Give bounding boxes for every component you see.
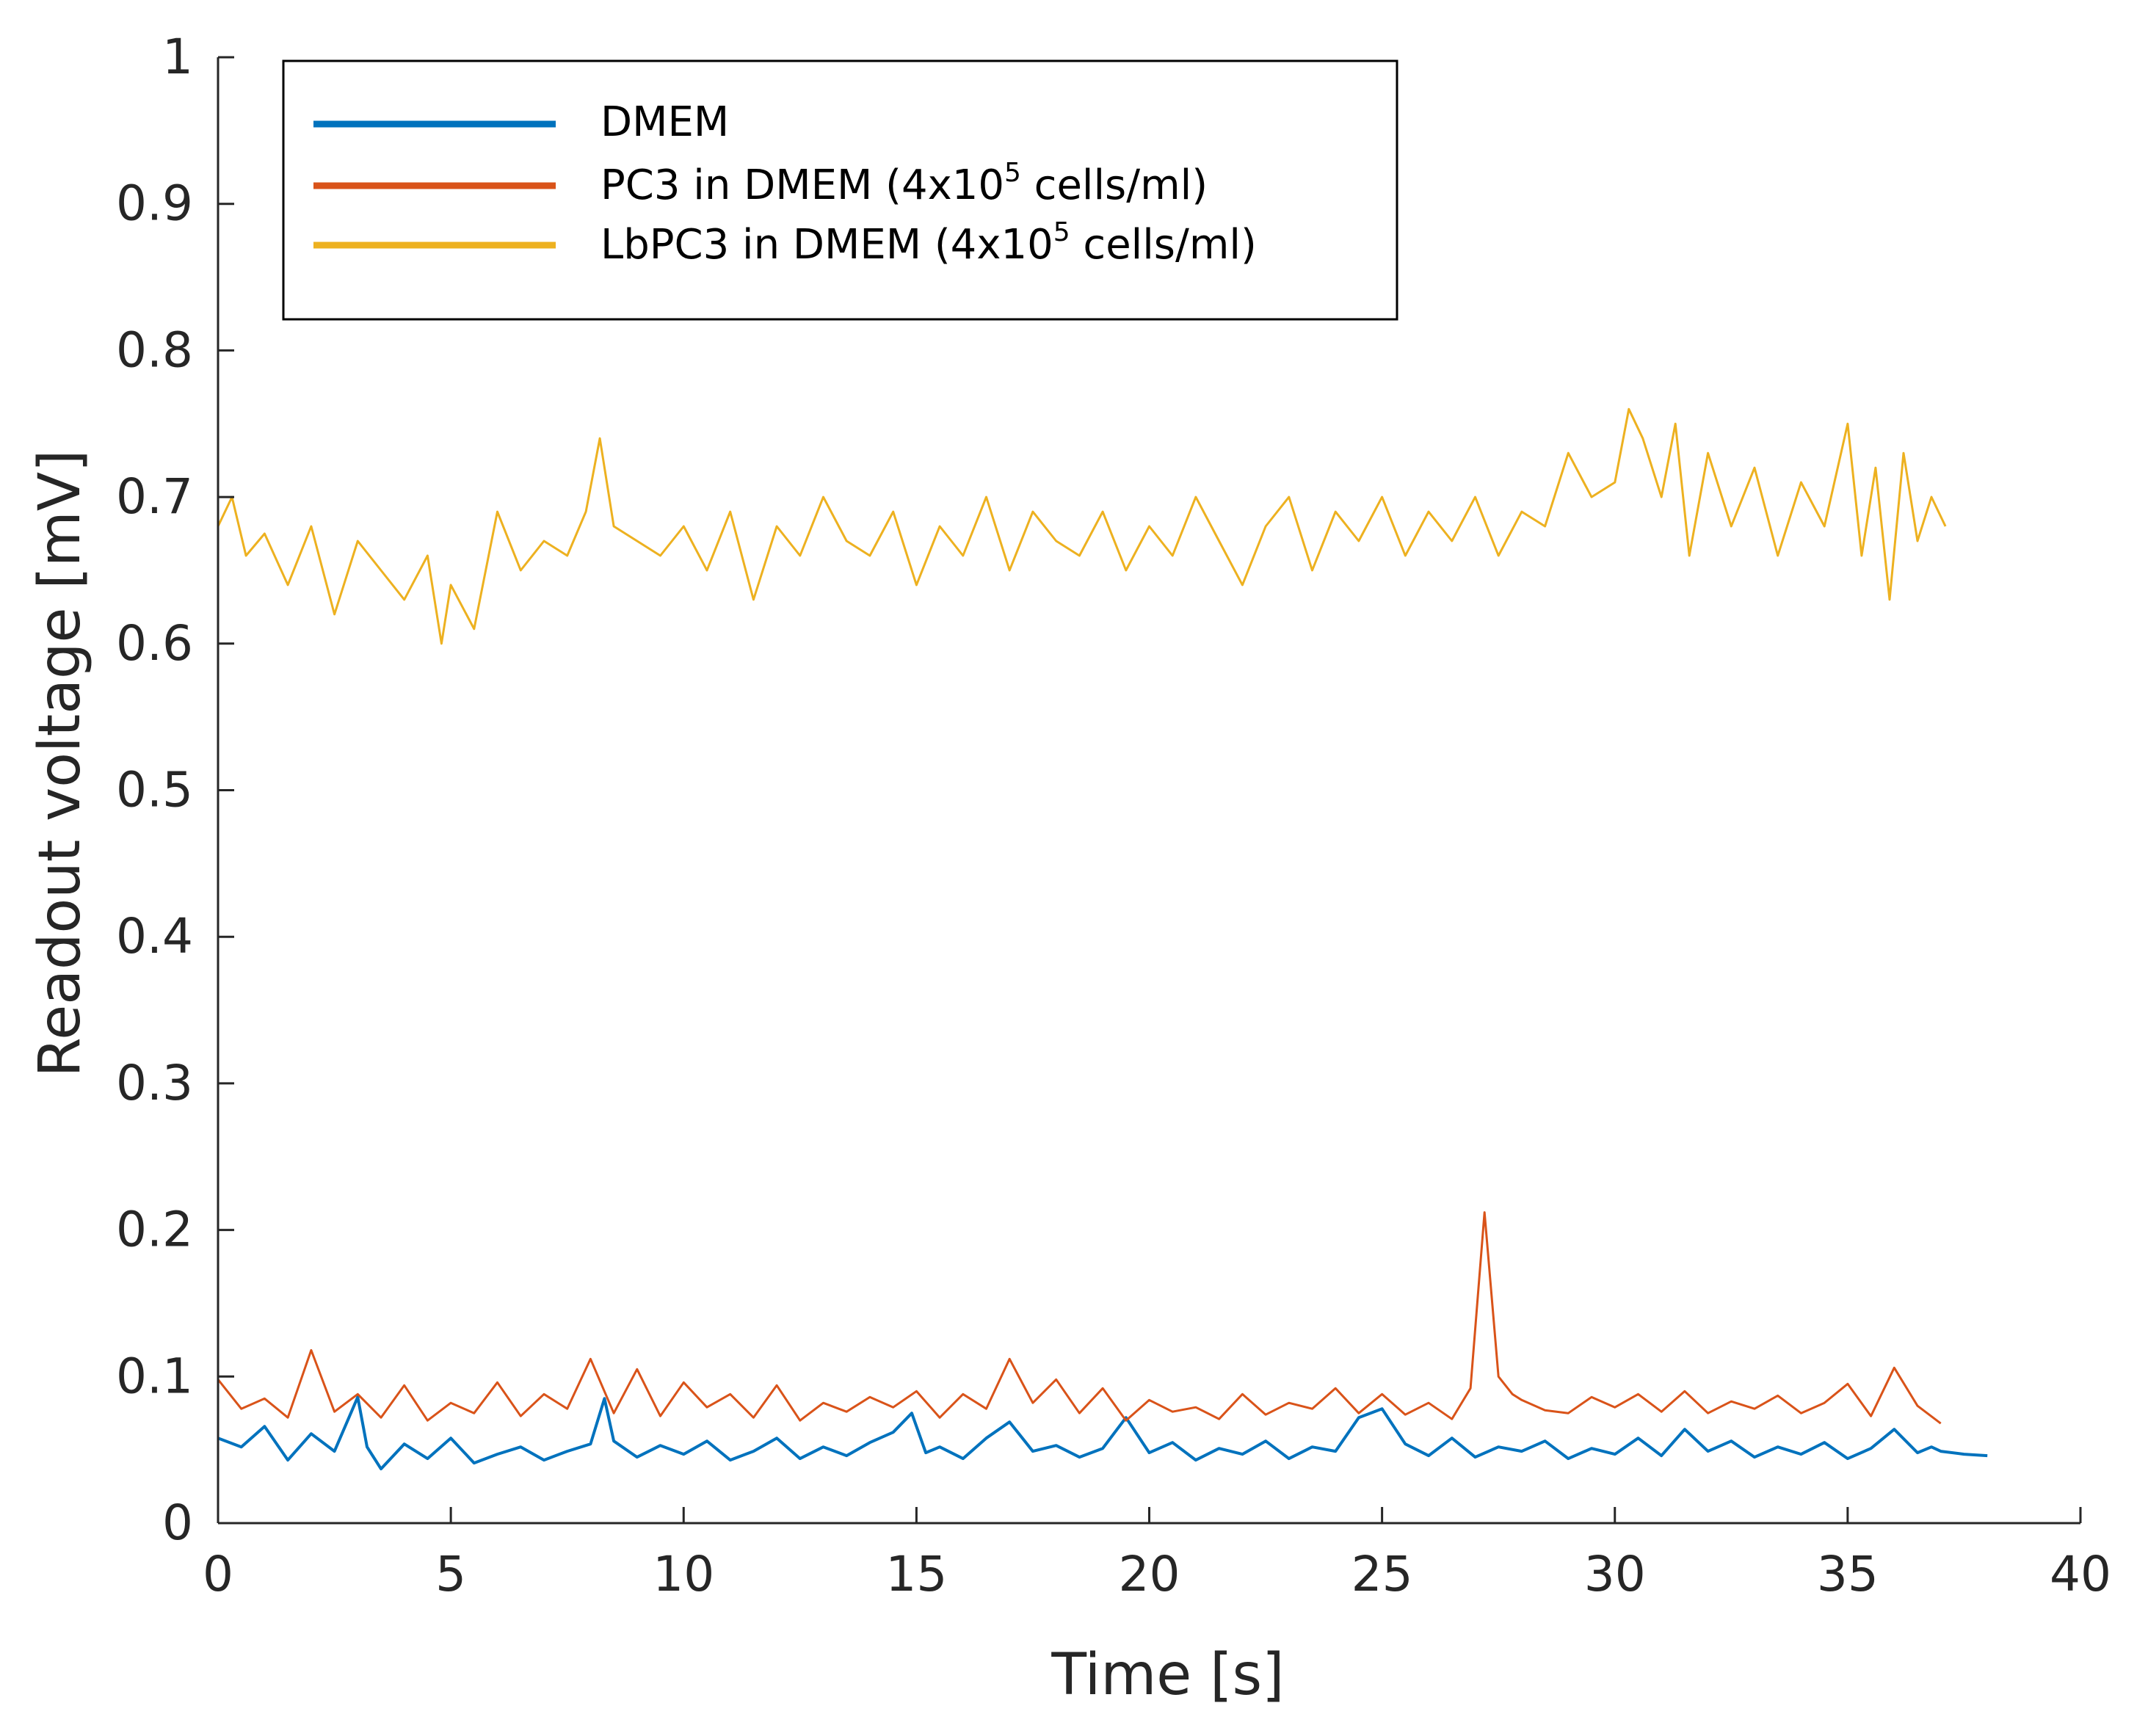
y-tick-label: 0.6: [116, 615, 193, 672]
x-tick-label: 30: [1584, 1546, 1646, 1602]
legend: DMEM PC3 in DMEM (4x105 cells/ml) LbPC3 …: [282, 59, 1398, 321]
series-line-dmem: [217, 1395, 1988, 1471]
y-tick-label: 0.3: [116, 1055, 193, 1111]
y-axis-title: Readout voltage [mV]: [27, 450, 93, 1078]
y-tick-label: 0.2: [116, 1202, 193, 1258]
x-tick-label: 15: [885, 1546, 947, 1602]
x-tick-label: 35: [1817, 1546, 1879, 1602]
superscript: 5: [1053, 217, 1070, 247]
superscript: 5: [1004, 158, 1021, 188]
y-tick-label: 0.8: [116, 322, 193, 378]
y-tick-label: 0.4: [116, 908, 193, 965]
x-tick-label: 40: [2050, 1546, 2111, 1602]
y-tick-label: 0.1: [116, 1348, 193, 1404]
y-tick-label: 0.9: [116, 175, 193, 232]
y-tick-label: 1: [162, 29, 193, 85]
series-line-lbpc3: [217, 407, 1947, 645]
x-tick-label: 25: [1351, 1546, 1413, 1602]
legend-label-dmem: DMEM: [601, 98, 729, 146]
plot-area: [217, 407, 1988, 1471]
legend-label-pc3: PC3 in DMEM (4x105 cells/ml): [601, 158, 1208, 209]
x-tick-label: 10: [653, 1546, 714, 1602]
legend-box: [282, 59, 1398, 321]
x-axis-title: Time [s]: [1051, 1642, 1284, 1708]
y-tick-label: 0: [162, 1495, 193, 1551]
ticks: 0 5 10 15 20 25 30 35 4000.10.20.30.40.50.60.70.…: [116, 29, 2111, 1602]
x-tick-label: 20: [1119, 1546, 1180, 1602]
x-tick-label: 0: [203, 1546, 233, 1602]
legend-label-lbpc3: LbPC3 in DMEM (4x105 cells/ml): [601, 217, 1257, 269]
series-line-pc3: [217, 1211, 1942, 1425]
x-tick-label: 5: [435, 1546, 466, 1602]
y-tick-label: 0.5: [116, 762, 193, 818]
y-tick-label: 0.7: [116, 468, 193, 525]
